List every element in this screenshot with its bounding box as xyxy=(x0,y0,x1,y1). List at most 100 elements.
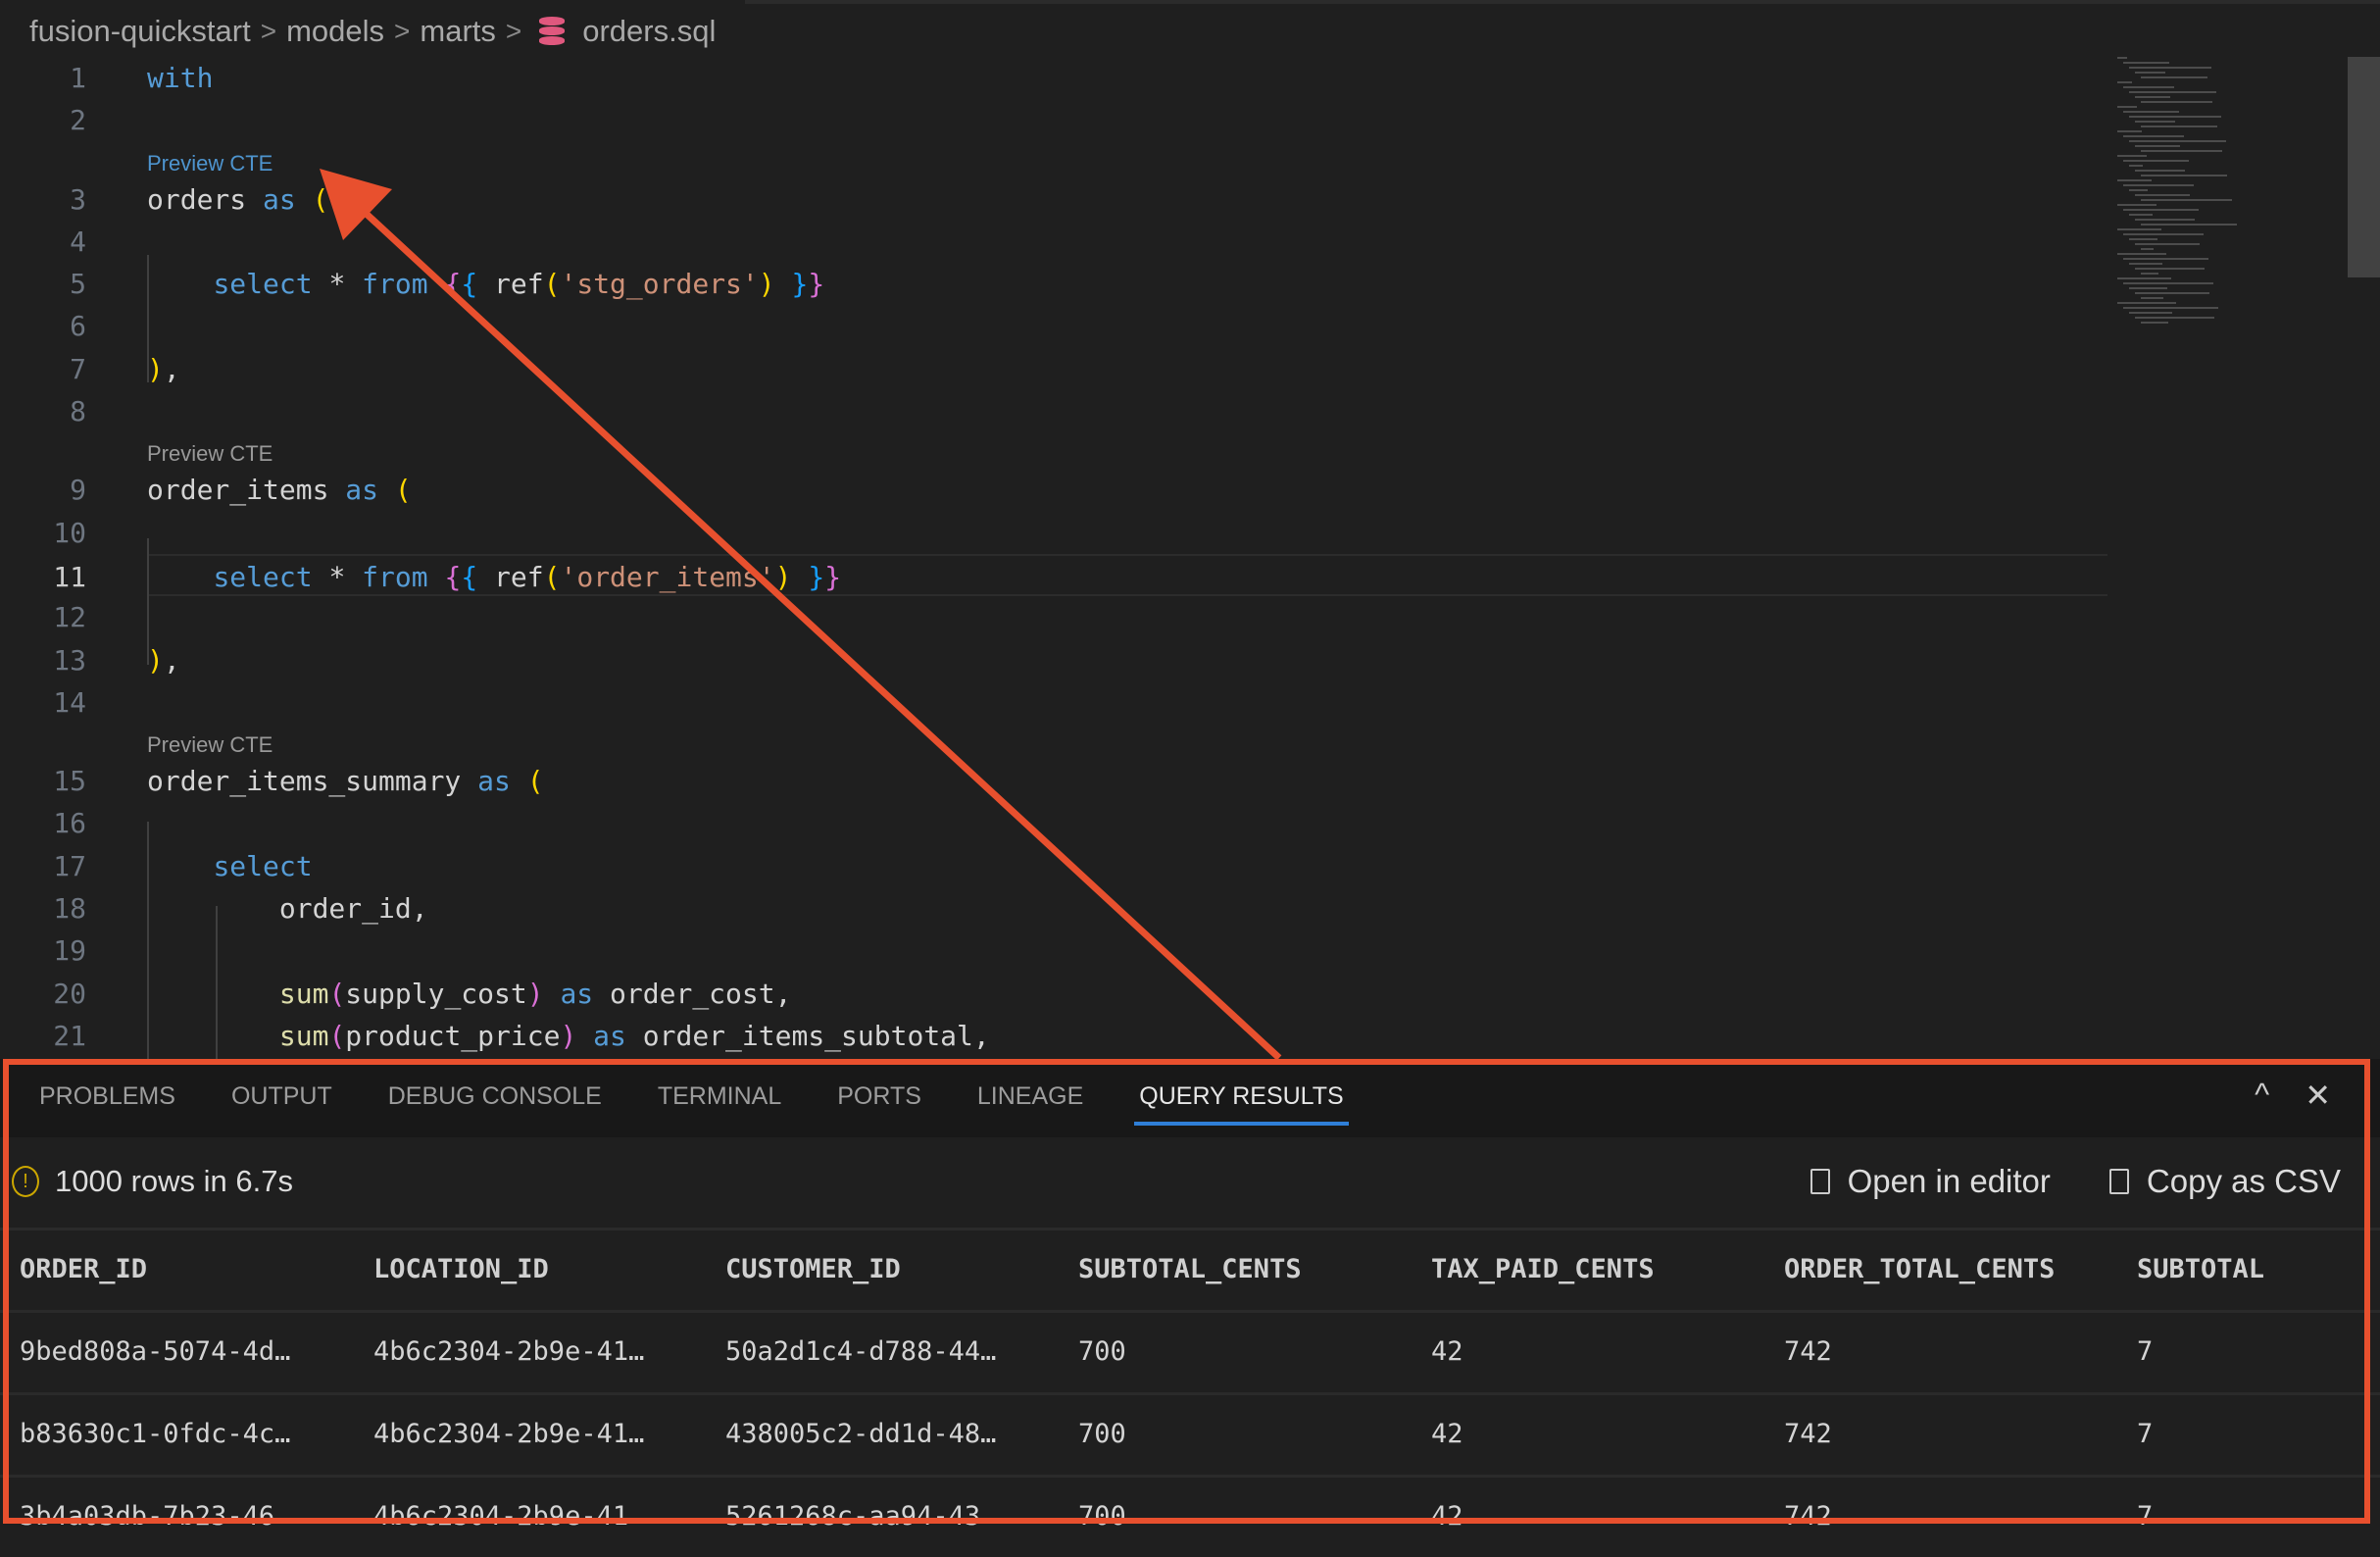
close-panel-icon[interactable]: ✕ xyxy=(2305,1078,2331,1113)
code-token: ref xyxy=(494,560,544,593)
minimap-line xyxy=(2129,312,2172,314)
minimap-line xyxy=(2123,282,2213,284)
tab-ports[interactable]: PORTS xyxy=(837,1082,921,1110)
table-row[interactable]: b83630c1-0fdc-4c… 4b6c2304-2b9e-41… 438005… xyxy=(0,1392,2380,1475)
minimap-line xyxy=(2129,214,2153,216)
column-header[interactable]: LOCATION_ID xyxy=(373,1254,549,1284)
table-row[interactable]: 3b4a03db-7b23-46 4b6c2304-2b9e-41 5261268c… xyxy=(0,1475,2380,1557)
tab-problems[interactable]: PROBLEMS xyxy=(39,1082,175,1110)
line-number: 15 xyxy=(53,765,86,798)
code-line[interactable]: 2 xyxy=(0,99,2107,141)
code-token: sum xyxy=(278,977,329,1010)
code-line[interactable]: 13), xyxy=(0,639,2107,681)
open-in-editor-button[interactable]: Open in editor xyxy=(1810,1163,2051,1200)
tab-debug-console[interactable]: DEBUG CONSOLE xyxy=(387,1082,602,1110)
code-editor[interactable]: 1 with 2 Preview CTE 3 orders as (4 5 select *… xyxy=(0,57,2107,1059)
code-line[interactable]: 7), xyxy=(0,348,2107,390)
breadcrumb-item[interactable]: models xyxy=(286,14,385,48)
code-line[interactable]: 6 xyxy=(0,305,2107,347)
code-line[interactable]: 19 xyxy=(0,929,2107,972)
editor-scrollbar[interactable] xyxy=(2348,57,2380,1059)
minimap-line xyxy=(2117,204,2157,206)
code-line[interactable]: 17 select xyxy=(0,845,2107,887)
line-number: 12 xyxy=(53,601,86,634)
code-line[interactable]: 4 xyxy=(0,221,2107,263)
code-line[interactable]: 9 order_items as ( xyxy=(0,469,2107,511)
minimap-line xyxy=(2141,126,2217,127)
column-header[interactable]: SUBTOTAL_CENTS xyxy=(1078,1254,1302,1284)
column-header[interactable]: ORDER_TOTAL_CENTS xyxy=(1784,1254,2056,1284)
code-line[interactable]: 1 with xyxy=(0,57,2107,99)
preview-cte-codelens[interactable]: Preview CTE xyxy=(147,441,273,467)
tab-terminal[interactable]: TERMINAL xyxy=(657,1082,782,1110)
copy-as-csv-label: Copy as CSV xyxy=(2146,1163,2341,1199)
table-cell: 3b4a03db-7b23-46 xyxy=(20,1501,275,1532)
tab-query-results[interactable]: QUERY RESULTS xyxy=(1134,1059,1350,1137)
table-cell: 4b6c2304-2b9e-41… xyxy=(373,1419,645,1449)
code-line[interactable]: 5 select * from {{ ref('stg_orders') }} xyxy=(0,263,2107,305)
code-text: order_items_summary as ( xyxy=(147,760,544,802)
code-token: { xyxy=(444,268,462,301)
minimap-line xyxy=(2123,111,2179,113)
breadcrumb-item[interactable]: fusion-quickstart xyxy=(29,14,251,48)
code-line[interactable]: 20 sum(supply_cost) as order_cost, xyxy=(0,973,2107,1015)
line-number: 8 xyxy=(70,395,86,428)
table-cell: 9bed808a-5074-4d… xyxy=(20,1336,291,1367)
minimap-line xyxy=(2141,150,2222,152)
minimap-line xyxy=(2141,199,2232,201)
minimap-line xyxy=(2135,268,2205,270)
panel-controls: ^ ✕ xyxy=(2255,1077,2331,1114)
minimap-line xyxy=(2135,145,2180,147)
minimap-line xyxy=(2123,184,2194,186)
maximize-panel-icon[interactable]: ^ xyxy=(2255,1077,2270,1112)
line-number: 7 xyxy=(70,352,86,385)
table-header-row: ORDER_ID LOCATION_ID CUSTOMER_ID SUBTOTAL_C… xyxy=(0,1228,2380,1310)
panel-tabs: PROBLEMS OUTPUT DEBUG CONSOLE TERMINAL PORTS… xyxy=(0,1059,2380,1137)
code-line[interactable]: 12 xyxy=(0,596,2107,638)
preview-cte-codelens[interactable]: Preview CTE xyxy=(147,732,273,758)
code-token: sum xyxy=(278,1019,329,1052)
column-header[interactable]: TAX_PAID_CENTS xyxy=(1431,1254,1655,1284)
code-line[interactable]: 15 order_items_summary as ( xyxy=(0,760,2107,802)
code-line[interactable]: 21 sum(product_price) as order_items_sub… xyxy=(0,1015,2107,1057)
query-status-text: 1000 rows in 6.7s xyxy=(55,1164,293,1198)
code-line[interactable]: 10 xyxy=(0,512,2107,554)
table-cell: 42 xyxy=(1431,1501,1463,1532)
line-number: 14 xyxy=(53,685,86,719)
breadcrumb-file[interactable]: orders.sql xyxy=(582,14,717,48)
minimap-line xyxy=(2117,155,2147,157)
indent-guide xyxy=(147,255,149,382)
column-header[interactable]: CUSTOMER_ID xyxy=(725,1254,901,1284)
breadcrumb-item[interactable]: marts xyxy=(420,14,496,48)
minimap-line xyxy=(2135,317,2214,319)
code-line[interactable]: 11 select * from {{ ref('order_items') }… xyxy=(53,553,2107,597)
tab-lineage[interactable]: LINEAGE xyxy=(976,1082,1084,1110)
table-cell: 4b6c2304-2b9e-41… xyxy=(373,1336,645,1367)
code-line[interactable]: 8 xyxy=(0,390,2107,432)
minimap-line xyxy=(2141,297,2163,299)
code-line[interactable]: 16 xyxy=(0,802,2107,844)
code-token: from xyxy=(362,560,445,593)
code-token: supply_cost xyxy=(345,977,527,1010)
code-line[interactable]: 14 xyxy=(0,681,2107,724)
table-cell: 42 xyxy=(1431,1419,1463,1449)
scrollbar-thumb[interactable] xyxy=(2348,57,2380,277)
minimap-line xyxy=(2129,140,2226,142)
column-header[interactable]: SUBTOTAL xyxy=(2137,1254,2265,1284)
minimap-line xyxy=(2117,130,2142,132)
table-row[interactable]: 9bed808a-5074-4d… 4b6c2304-2b9e-41… 50a2d1… xyxy=(0,1310,2380,1392)
copy-as-csv-button[interactable]: Copy as CSV xyxy=(2108,1163,2341,1200)
code-line[interactable]: 18 order_id, xyxy=(0,887,2107,929)
tab-output[interactable]: OUTPUT xyxy=(230,1082,332,1110)
minimap-line xyxy=(2117,302,2176,304)
minimap[interactable] xyxy=(2117,57,2264,371)
table-cell: 42 xyxy=(1431,1336,1463,1367)
code-token: { xyxy=(461,268,495,301)
code-token: ( xyxy=(328,977,346,1010)
table-cell: 5261268c-aa94-43 xyxy=(725,1501,981,1532)
code-text: ), xyxy=(147,639,180,681)
column-header[interactable]: ORDER_ID xyxy=(20,1254,148,1284)
code-line[interactable]: 3 orders as ( xyxy=(0,178,2107,221)
preview-cte-codelens[interactable]: Preview CTE xyxy=(147,150,273,176)
database-icon xyxy=(539,17,566,46)
